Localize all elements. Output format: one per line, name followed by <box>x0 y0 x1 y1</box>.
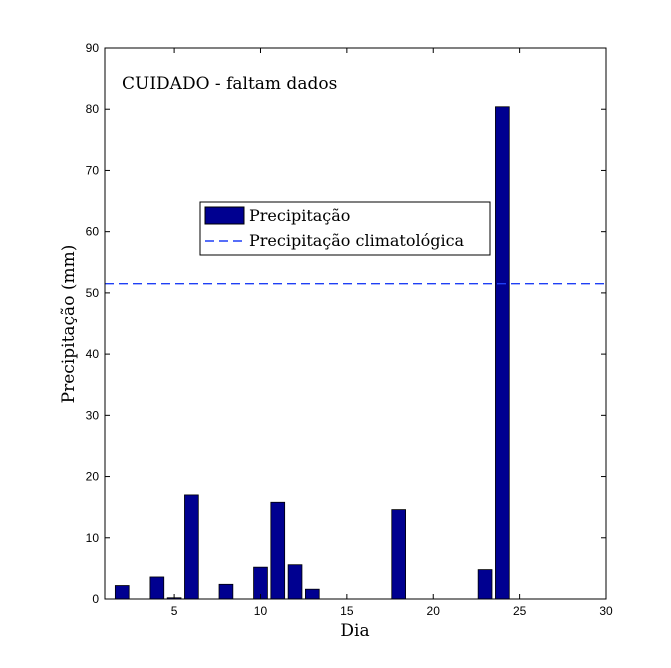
y-axis-ticks: 0 10 20 30 40 50 60 70 80 90 <box>86 41 606 606</box>
x-tick-label: 5 <box>171 604 178 618</box>
legend-box <box>199 201 491 256</box>
y-tick-label: 70 <box>86 163 100 177</box>
plot-frame <box>104 47 607 600</box>
y-tick-label: 30 <box>86 408 100 422</box>
y-tick-label: 20 <box>86 470 100 484</box>
legend-label-climatology: Precipitação climatológica <box>249 231 465 250</box>
bar-day-18 <box>391 509 406 600</box>
x-tick-label: 25 <box>513 604 527 618</box>
y-tick-label: 80 <box>86 102 100 116</box>
bar-day-8 <box>218 583 234 600</box>
legend-bar-swatch <box>204 206 245 225</box>
y-tick-label: 10 <box>86 531 100 545</box>
bar-day-4 <box>149 576 165 600</box>
bars-group <box>114 106 510 600</box>
x-axis-ticks: 5 10 15 20 25 30 <box>171 48 613 618</box>
y-tick-label: 90 <box>86 41 100 55</box>
y-tick-label: 60 <box>86 225 100 239</box>
y-tick-label: 40 <box>86 347 100 361</box>
x-axis-label: Dia <box>340 621 369 641</box>
bar-day-2 <box>114 585 130 600</box>
y-tick-label: 0 <box>92 592 99 606</box>
x-tick-label: 15 <box>340 604 354 618</box>
bar-day-24 <box>495 106 510 600</box>
legend: Precipitação Precipitação climatológica <box>199 201 491 256</box>
bar-day-13 <box>304 588 320 600</box>
y-tick-label: 50 <box>86 286 100 300</box>
bar-day-6 <box>184 494 199 600</box>
bar-day-12 <box>287 564 303 600</box>
x-tick-label: 20 <box>427 604 441 618</box>
bar-day-23 <box>477 569 493 600</box>
x-tick-label: 10 <box>254 604 268 618</box>
annotation-text: CUIDADO - faltam dados <box>122 74 337 94</box>
x-tick-label: 30 <box>599 604 613 618</box>
plot-area <box>105 48 606 599</box>
bar-day-11 <box>270 501 286 600</box>
y-axis-label: Precipitação (mm) <box>59 245 79 404</box>
legend-label-precipitation: Precipitação <box>249 206 350 225</box>
